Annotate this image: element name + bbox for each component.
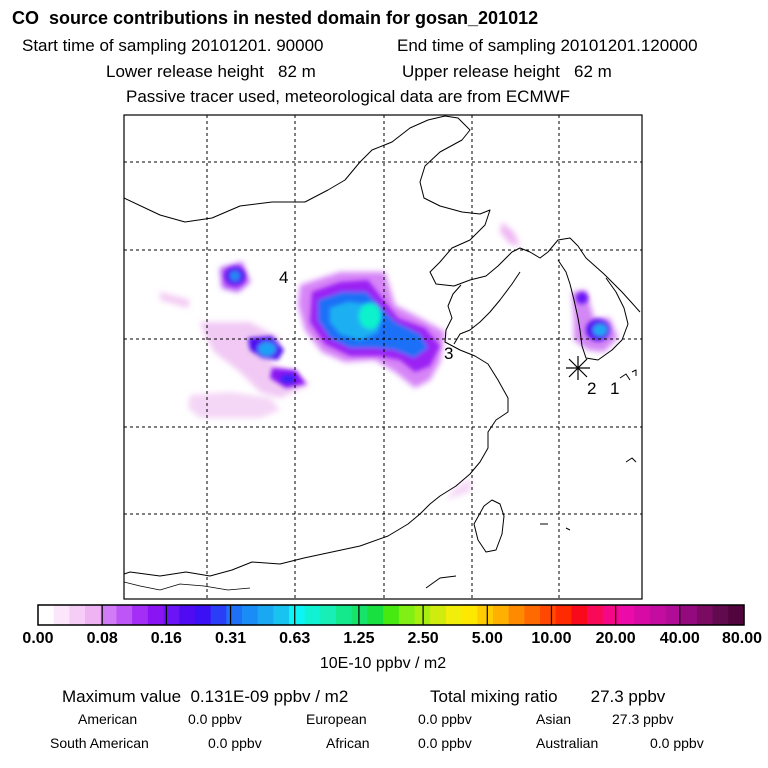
colorbar-cell	[555, 605, 573, 625]
colorbar-cell	[492, 605, 510, 625]
colorbar-tick-label: 0.31	[214, 630, 247, 647]
colorbar-cell	[508, 605, 525, 625]
colorbar-tick-label: 0.63	[279, 630, 311, 647]
colorbar-tick-label: 2.50	[407, 630, 439, 647]
colorbar-cell	[461, 605, 478, 625]
colorbar-cell	[132, 605, 149, 625]
colorbar-cell	[53, 605, 70, 625]
map-panel: 4 3 2 1	[123, 114, 643, 600]
colorbar-cell	[367, 605, 384, 625]
colorbar-cell	[320, 605, 337, 625]
colorbar-tick-label: 0.00	[22, 630, 54, 647]
colorbar-tick-label: 1.25	[343, 630, 375, 647]
colorbar-cell	[696, 605, 714, 625]
asian-value: 27.3 ppbv	[612, 711, 674, 727]
borders	[124, 581, 251, 591]
colorbar-cell	[430, 605, 447, 625]
colorbar-cell	[477, 605, 494, 625]
asian-label: Asian	[536, 711, 572, 727]
source-label-1: 1	[610, 379, 619, 398]
asterisk-icon	[566, 356, 590, 380]
start-time-label: Start time of sampling 20101201. 90000	[22, 36, 324, 55]
colorbar-cell	[179, 605, 196, 625]
lower-height-label: Lower release height 82 m	[106, 62, 316, 81]
colorbar-cell	[257, 605, 274, 625]
colorbar-tick-label: 80.00	[721, 630, 763, 647]
colorbar-cell	[241, 605, 259, 625]
source-label-2: 2	[587, 379, 596, 398]
colorbar-cell	[398, 605, 416, 625]
upper-height-label: Upper release height 62 m	[402, 62, 612, 81]
colorbar-cell	[665, 605, 682, 625]
colorbar-tick-label: 5.00	[471, 630, 503, 647]
colorbar-cell	[649, 605, 667, 625]
colorbar-cell	[210, 605, 227, 625]
colorbar-cell	[226, 605, 243, 625]
colorbar-cell	[681, 605, 698, 625]
map-title: CO source contributions in nested domain…	[12, 8, 539, 28]
max-value-label: Maximum value 0.131E-09 ppbv / m2	[62, 687, 349, 706]
australian-value: 0.0 ppbv	[650, 735, 704, 751]
colorbar-cell	[445, 605, 463, 625]
african-value: 0.0 ppbv	[418, 735, 472, 751]
colorbar-cell	[728, 605, 745, 625]
australian-label: Australian	[536, 735, 599, 751]
colorbar-cell	[634, 605, 651, 625]
colorbar-tick-label: 20.00	[595, 630, 636, 647]
colorbar-cell	[289, 605, 306, 625]
model-note: Passive tracer used, meteorological data…	[126, 87, 571, 106]
lat-lon-grid	[124, 115, 642, 599]
colorbar-cell	[194, 605, 212, 625]
colorbar-cell	[336, 605, 353, 625]
colorbar-cell	[100, 605, 118, 625]
colorbar-cell	[618, 605, 635, 625]
colorbar-tick-label: 40.00	[659, 630, 700, 647]
source-label-3: 3	[444, 344, 453, 363]
colorbar-cell	[571, 605, 588, 625]
colorbar-cell	[524, 605, 541, 625]
coastlines	[124, 115, 641, 589]
african-label: African	[326, 735, 370, 751]
colorbar-cell	[69, 605, 86, 625]
colorbar-tick-label: 0.16	[150, 630, 182, 647]
end-time-label: End time of sampling 20101201.120000	[397, 36, 698, 55]
colorbar-cell	[116, 605, 133, 625]
colorbar-cell	[163, 605, 180, 625]
south-american-value: 0.0 ppbv	[208, 735, 262, 751]
colorbar-cell	[351, 605, 369, 625]
colorbar-cell	[540, 605, 557, 625]
colorbar-cell	[712, 605, 729, 625]
colorbar-cell	[304, 605, 321, 625]
colorbar	[37, 604, 745, 626]
colorbar-cell	[383, 605, 400, 625]
source-label-4: 4	[279, 268, 288, 287]
european-label: European	[306, 711, 367, 727]
colorbar-cell	[38, 605, 55, 625]
colorbar-cell	[273, 605, 290, 625]
colorbar-cell	[85, 605, 102, 625]
colorbar-tick-label: 10.00	[531, 630, 572, 647]
concentration-plume	[160, 222, 618, 500]
colorbar-cell	[587, 605, 604, 625]
total-mixing-label: Total mixing ratio 27.3 ppbv	[430, 687, 666, 706]
colorbar-cell	[602, 605, 620, 625]
american-value: 0.0 ppbv	[188, 711, 242, 727]
colorbar-tick-label: 0.08	[86, 630, 118, 647]
colorbar-cell	[147, 605, 165, 625]
colorbar-unit: 10E-10 ppbv / m2	[319, 655, 447, 672]
american-label: American	[78, 711, 138, 727]
european-value: 0.0 ppbv	[418, 711, 472, 727]
south-american-label: South American	[50, 735, 149, 751]
